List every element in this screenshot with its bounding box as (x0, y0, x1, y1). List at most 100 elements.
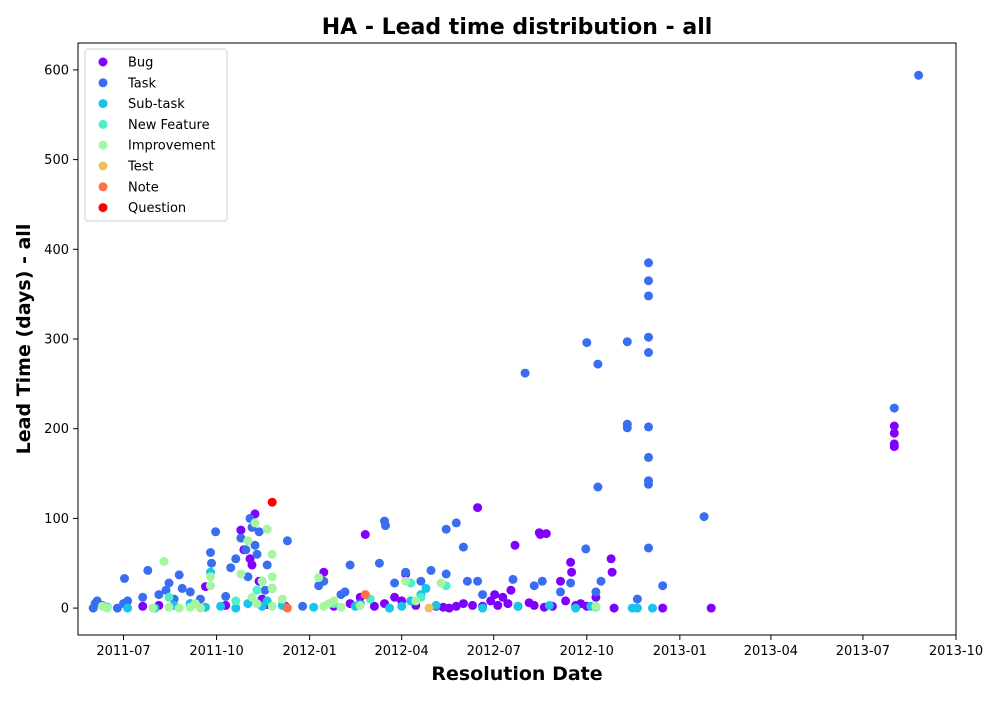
x-axis-label: Resolution Date (431, 663, 602, 685)
point-bug (473, 503, 483, 513)
point-improvement (195, 603, 205, 613)
point-bug (889, 421, 899, 431)
point-task (593, 482, 603, 492)
point-new-feature (252, 585, 262, 595)
point-bug (360, 530, 370, 539)
point-bug (369, 601, 379, 611)
x-tick-label: 2012-01 (282, 644, 336, 659)
point-task (582, 338, 592, 348)
point-bug (609, 603, 619, 613)
point-task (914, 70, 924, 80)
point-task (282, 536, 292, 546)
point-sub-task (231, 603, 241, 613)
point-bug (493, 600, 503, 610)
point-sub-task (385, 603, 394, 613)
point-task (177, 583, 187, 593)
y-tick-label: 300 (44, 333, 69, 348)
point-task (243, 572, 253, 582)
y-tick-label: 200 (44, 422, 69, 437)
point-task (451, 518, 461, 528)
legend-marker (98, 203, 108, 213)
point-improvement (159, 556, 169, 566)
point-bug (607, 567, 617, 577)
legend-frame (84, 48, 228, 222)
point-improvement (247, 592, 257, 602)
point-note (360, 590, 370, 600)
x-tick-label: 2011-07 (96, 644, 150, 659)
point-task (889, 403, 899, 413)
legend-label: Bug (128, 56, 153, 71)
legend-marker (98, 119, 108, 129)
point-task (644, 452, 653, 462)
point-task (231, 554, 241, 564)
point-improvement (411, 596, 421, 606)
point-bug (658, 603, 668, 613)
point-task (154, 590, 164, 600)
point-improvement (591, 601, 601, 611)
point-question (267, 497, 277, 507)
point-task (462, 576, 472, 586)
point-task (473, 576, 483, 586)
point-task (123, 596, 133, 606)
point-improvement (267, 549, 277, 559)
point-improvement (148, 603, 158, 613)
point-bug (567, 567, 577, 577)
x-tick-label: 2013-07 (836, 644, 890, 659)
legend-marker (98, 161, 108, 171)
point-task (241, 545, 251, 555)
point-bug (247, 560, 257, 570)
point-bug (503, 599, 513, 609)
legend-marker (98, 78, 108, 88)
point-task (262, 560, 272, 570)
point-bug (510, 540, 520, 550)
point-task (345, 560, 355, 570)
point-sub-task (431, 600, 441, 610)
point-bug (458, 599, 468, 609)
point-task (644, 276, 653, 286)
point-bug (529, 600, 539, 610)
point-task (658, 581, 668, 591)
point-task (401, 567, 411, 577)
point-task (566, 578, 576, 588)
point-bug (498, 592, 508, 602)
point-task (390, 578, 400, 588)
point-task (699, 512, 709, 522)
point-task (596, 576, 606, 586)
point-task (441, 569, 451, 579)
point-sub-task (123, 603, 133, 613)
legend-marker (98, 99, 108, 109)
point-task (520, 368, 530, 378)
point-sub-task (544, 600, 554, 610)
data-points (88, 70, 924, 613)
point-task (622, 337, 632, 347)
point-improvement (314, 573, 324, 583)
point-task (254, 527, 264, 537)
point-bug (451, 601, 461, 611)
point-note (282, 603, 292, 613)
point-task (644, 348, 653, 357)
point-improvement (401, 576, 411, 586)
point-improvement (336, 602, 346, 612)
point-sub-task (648, 603, 657, 613)
point-task (644, 291, 653, 301)
point-improvement (164, 602, 174, 612)
point-bug (561, 596, 571, 606)
x-tick-label: 2013-10 (929, 644, 983, 659)
point-task (211, 527, 221, 537)
y-tick-label: 500 (44, 153, 69, 168)
point-task (185, 587, 195, 597)
point-task (236, 533, 246, 543)
point-improvement (267, 583, 277, 593)
point-task (260, 585, 270, 595)
point-task (120, 574, 129, 583)
point-task (556, 587, 565, 597)
point-improvement (206, 572, 215, 582)
point-improvement (436, 578, 446, 588)
point-sub-task (397, 601, 407, 611)
x-tick-label: 2013-01 (653, 644, 707, 659)
point-sub-task (421, 583, 431, 593)
legend-marker (98, 140, 108, 150)
point-task (441, 524, 451, 534)
